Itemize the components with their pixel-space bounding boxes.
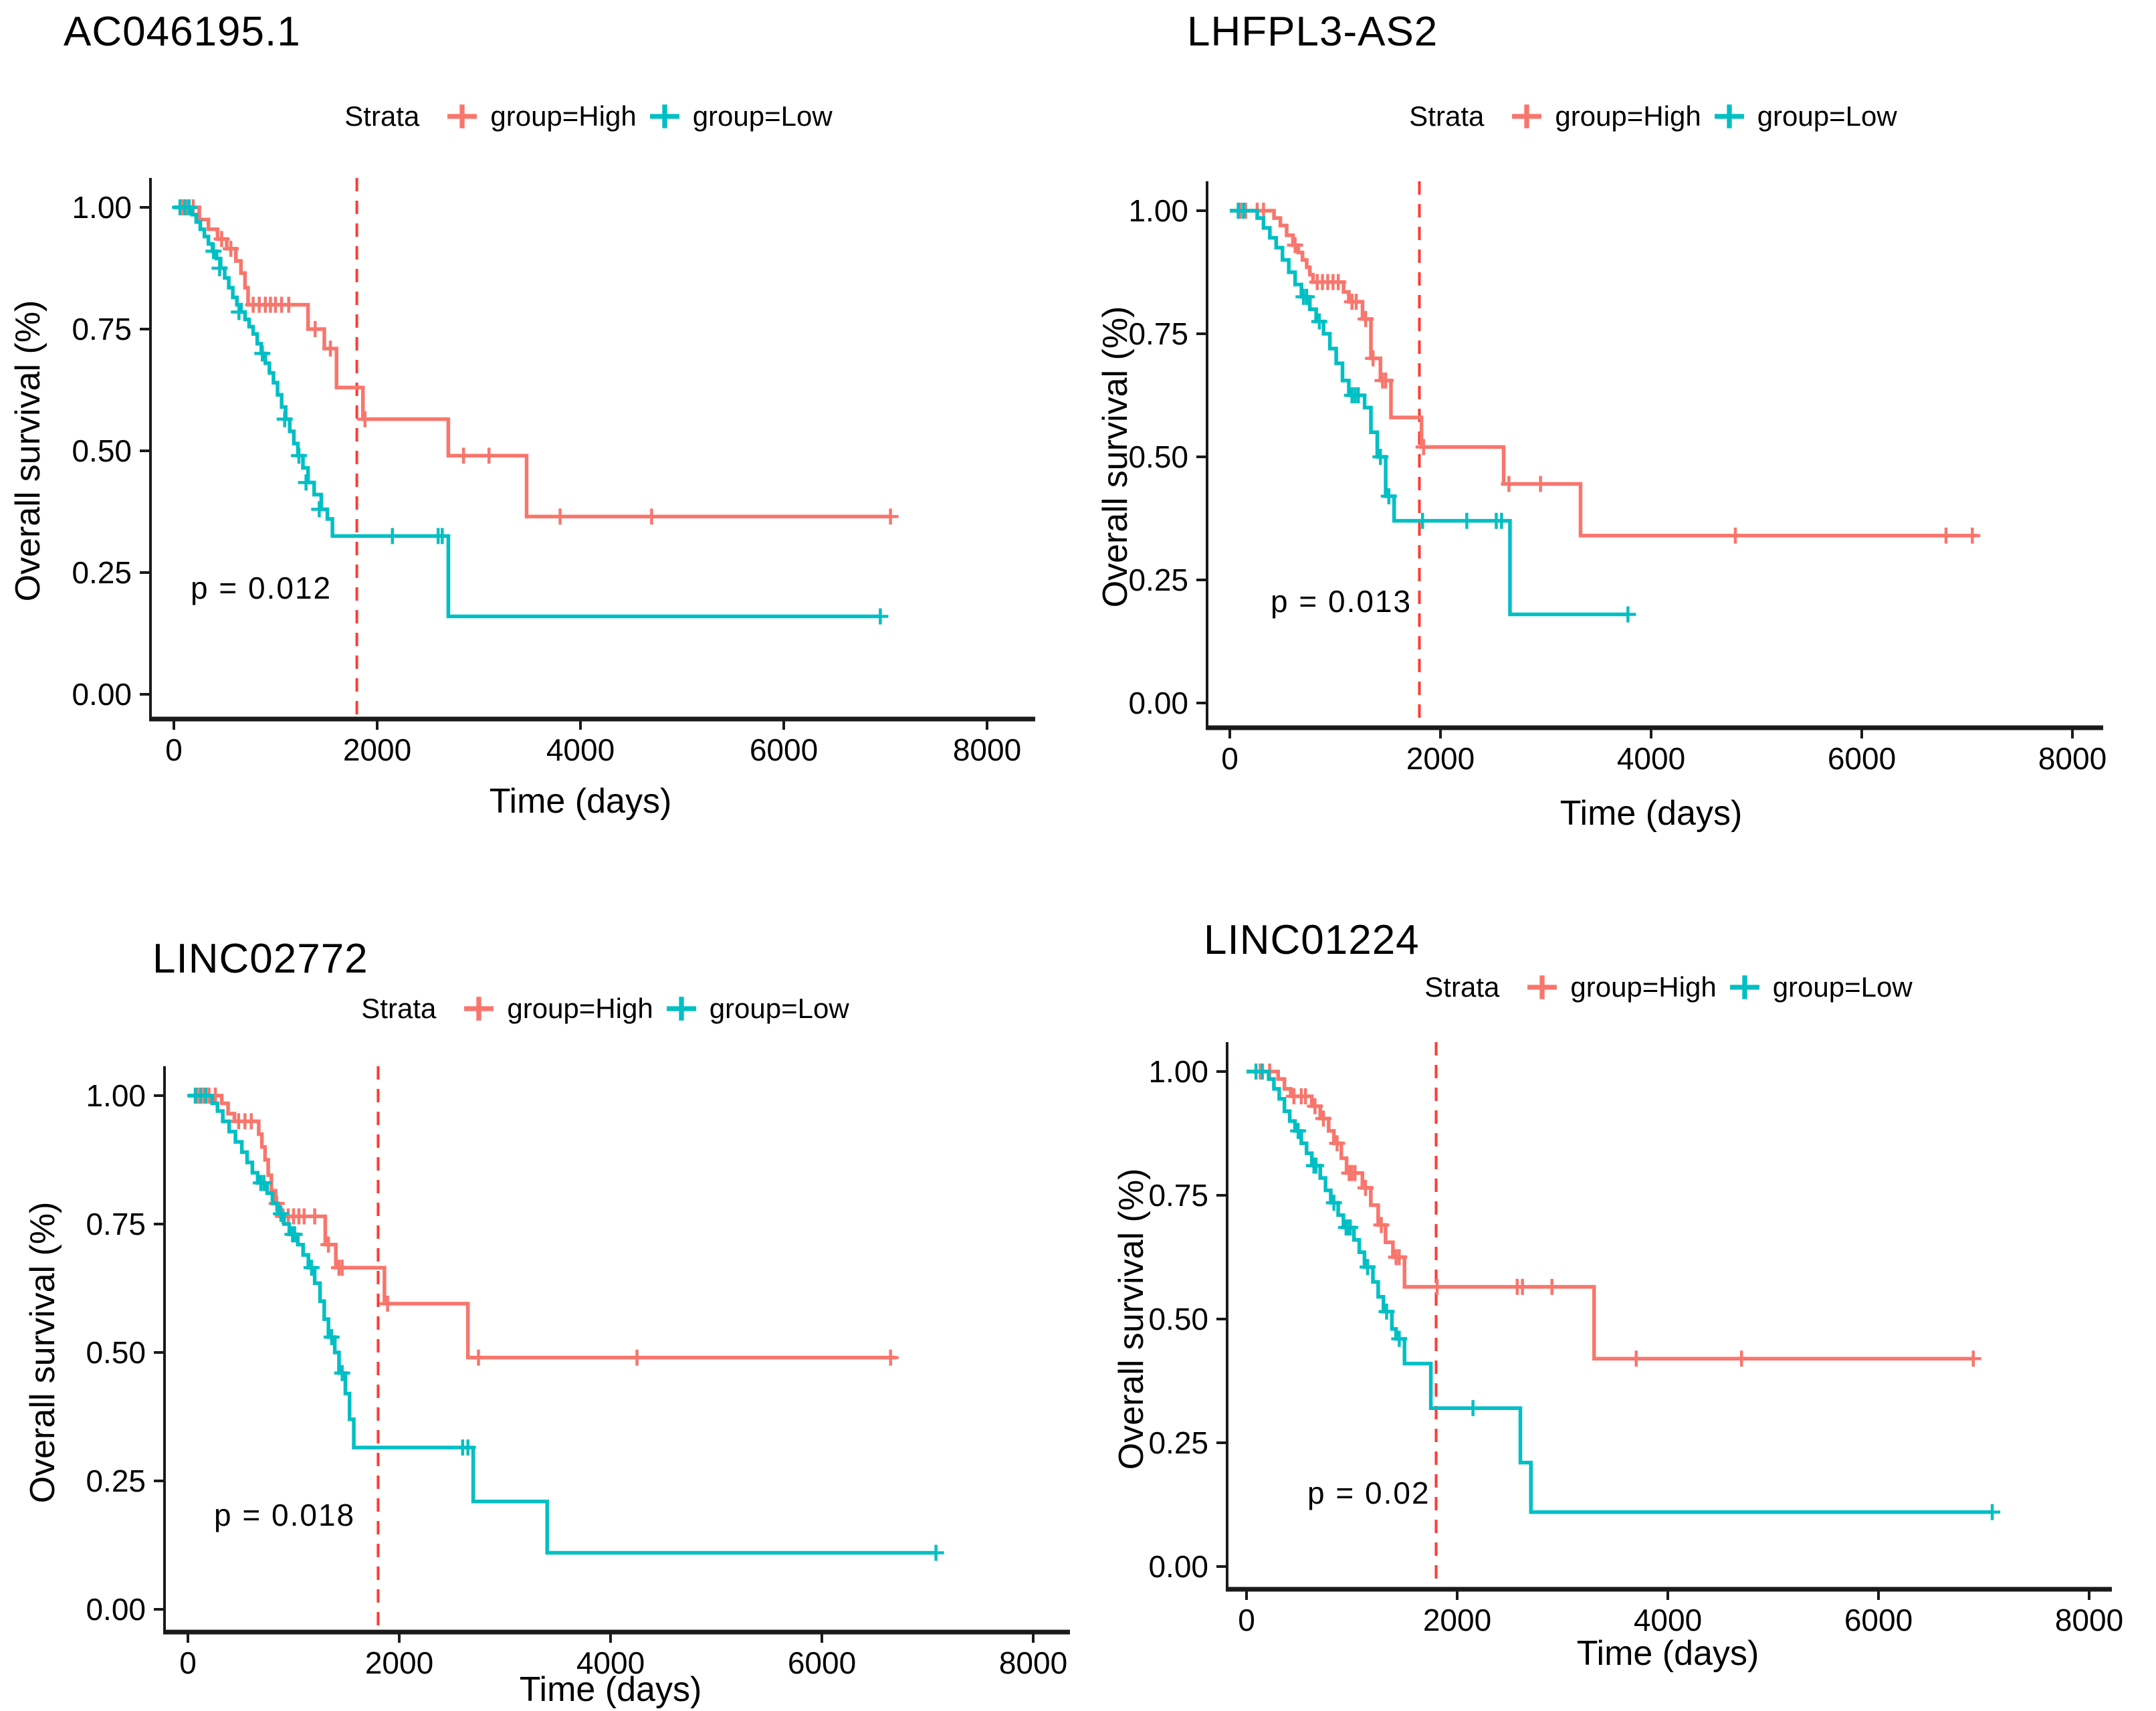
x-tick-label: 6000 — [1828, 741, 1896, 776]
legend-high-label: group=High — [507, 993, 653, 1024]
strata-legend: Strata group=High group=Low — [304, 993, 906, 1025]
y-tick-label: 1.00 — [1128, 193, 1188, 228]
y-tick-label: 0.25 — [1148, 1425, 1208, 1460]
survival-curve-low — [1247, 1070, 1993, 1514]
low-group-plus-icon — [1729, 975, 1759, 999]
y-tick-label: 0.25 — [72, 555, 132, 590]
survival-curve-low — [174, 205, 881, 619]
x-axis-title: Time (days) — [519, 1670, 702, 1709]
x-tick-label: 0 — [1238, 1603, 1255, 1637]
y-tick-label: 0.50 — [86, 1335, 146, 1370]
x-tick-label: 4000 — [1617, 741, 1685, 776]
y-tick-label: 0.25 — [1128, 563, 1188, 597]
y-axis-title: Overall survival (%) — [1096, 306, 1135, 608]
low-group-plus-icon — [666, 997, 696, 1021]
x-tick-label: 4000 — [546, 732, 615, 767]
y-axis-title: Overall survival (%) — [1112, 1168, 1151, 1470]
legend-high-label: group=High — [1555, 100, 1701, 132]
p-value: p = 0.02 — [1307, 1476, 1430, 1510]
y-tick-label: 0.75 — [86, 1207, 146, 1241]
legend-strata-label: Strata — [1424, 971, 1500, 1003]
y-axis-title: Overall survival (%) — [9, 300, 47, 602]
low-group-plus-icon — [649, 104, 679, 128]
y-tick-label: 0.75 — [1148, 1178, 1208, 1213]
x-tick-label: 6000 — [788, 1645, 856, 1680]
y-tick-label: 1.00 — [1148, 1054, 1208, 1089]
strata-legend: Strata group=High group=Low — [1352, 100, 1954, 132]
high-group-plus-icon — [464, 997, 494, 1021]
y-tick-label: 0.25 — [86, 1464, 146, 1498]
survival-curve-high — [174, 205, 891, 519]
y-tick-label: 0.00 — [1148, 1549, 1208, 1584]
y-axis-title: Overall survival (%) — [23, 1201, 62, 1504]
x-axis-title: Time (days) — [1559, 794, 1743, 833]
y-tick-label: 0.75 — [1128, 316, 1188, 351]
x-tick-label: 2000 — [343, 732, 411, 767]
x-tick-label: 4000 — [1634, 1603, 1702, 1637]
strata-legend: Strata group=High group=Low — [1368, 971, 1969, 1003]
legend-high-label: group=High — [490, 100, 637, 132]
x-tick-label: 2000 — [1406, 741, 1475, 776]
survival-curve-low — [1230, 209, 1628, 617]
x-tick-label: 8000 — [953, 732, 1021, 767]
x-tick-label: 2000 — [1423, 1603, 1491, 1637]
y-tick-label: 1.00 — [72, 190, 132, 225]
y-tick-label: 0.50 — [1148, 1302, 1208, 1336]
panel-title: LINC02772 — [152, 936, 368, 982]
x-tick-label: 2000 — [365, 1645, 433, 1680]
x-tick-label: 6000 — [1844, 1603, 1913, 1637]
y-tick-label: 1.00 — [86, 1078, 146, 1113]
survival-curve-high — [1247, 1070, 1973, 1361]
y-tick-label: 0.00 — [1128, 686, 1188, 720]
legend-low-label: group=Low — [1757, 100, 1897, 132]
p-value: p = 0.013 — [1271, 584, 1412, 619]
y-tick-label: 0.50 — [72, 433, 132, 468]
panel-title: LINC01224 — [1204, 917, 1420, 963]
x-tick-label: 0 — [165, 732, 183, 767]
survival-curve-low — [188, 1094, 936, 1555]
legend-high-label: group=High — [1570, 971, 1717, 1003]
x-tick-label: 8000 — [999, 1645, 1067, 1680]
legend-low-label: group=Low — [1772, 971, 1913, 1003]
x-tick-label: 8000 — [2038, 741, 2107, 776]
x-tick-label: 0 — [1221, 741, 1238, 776]
x-axis-title: Time (days) — [1576, 1634, 1759, 1673]
strata-legend: Strata group=High group=Low — [288, 100, 889, 132]
legend-strata-label: Strata — [1409, 100, 1485, 132]
x-tick-label: 6000 — [750, 732, 818, 767]
legend-low-label: group=Low — [709, 993, 849, 1024]
high-group-plus-icon — [447, 104, 477, 128]
y-tick-label: 0.50 — [1128, 439, 1188, 474]
panel-title: LHFPL3-AS2 — [1187, 9, 1438, 55]
x-axis-title: Time (days) — [489, 782, 672, 821]
y-tick-label: 0.75 — [72, 312, 132, 346]
high-group-plus-icon — [1512, 104, 1542, 128]
low-group-plus-icon — [1714, 104, 1744, 128]
x-tick-label: 0 — [179, 1645, 197, 1680]
p-value: p = 0.018 — [214, 1498, 356, 1532]
legend-low-label: group=Low — [692, 100, 833, 132]
y-tick-label: 0.00 — [72, 677, 132, 712]
p-value: p = 0.012 — [191, 571, 332, 605]
panel-title: AC046195.1 — [64, 9, 301, 55]
x-tick-label: 8000 — [2055, 1603, 2123, 1637]
high-group-plus-icon — [1527, 975, 1557, 999]
y-tick-label: 0.00 — [86, 1592, 146, 1627]
legend-strata-label: Strata — [344, 100, 420, 132]
x-tick-label: 4000 — [576, 1645, 645, 1680]
legend-strata-label: Strata — [361, 993, 437, 1024]
